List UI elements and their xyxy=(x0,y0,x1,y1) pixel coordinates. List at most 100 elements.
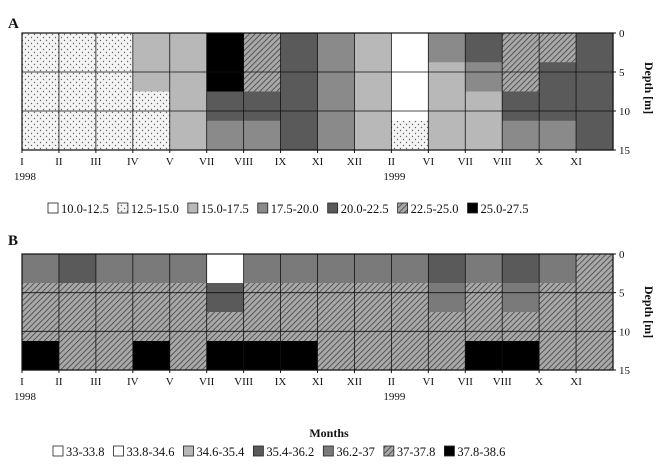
legend-label: 22.5-25.0 xyxy=(411,202,459,216)
depth-cell xyxy=(280,33,319,63)
depth-cell xyxy=(169,33,208,63)
depth-cell xyxy=(58,341,97,371)
x-tick-label: VIII xyxy=(493,156,512,168)
y-tick-label: 5 xyxy=(619,67,625,79)
legend-label: 17.5-20.0 xyxy=(271,202,319,216)
x-tick-label: III xyxy=(90,376,101,388)
legend-swatch xyxy=(257,202,269,214)
panel-a-ylabel: Depth [m] xyxy=(642,62,656,114)
x-tick-label: XII xyxy=(347,376,363,388)
legend-swatch xyxy=(467,202,478,214)
legend-swatch xyxy=(252,445,264,457)
depth-cell xyxy=(58,33,97,63)
x-tick-label: V xyxy=(166,156,174,168)
x-tick-label: IX xyxy=(275,376,287,388)
x-tick-label: II xyxy=(388,376,396,388)
depth-cell xyxy=(317,312,356,342)
x-tick-label: XI xyxy=(570,156,582,168)
depth-cell xyxy=(465,33,503,63)
depth-cell xyxy=(243,91,282,122)
depth-cell xyxy=(206,62,245,93)
depth-cell xyxy=(243,254,282,284)
depth-cell xyxy=(502,33,540,63)
year-label: 1998 xyxy=(14,391,37,403)
depth-cell xyxy=(539,62,577,93)
x-tick-label: IV xyxy=(127,376,139,388)
depth-cell xyxy=(95,33,134,63)
depth-cell xyxy=(576,62,614,93)
depth-cell xyxy=(280,312,319,342)
depth-cell xyxy=(169,254,208,284)
year-label: 1999 xyxy=(383,391,406,403)
depth-cell xyxy=(132,312,171,342)
depth-cell xyxy=(576,33,614,63)
legend-label: 37-37.8 xyxy=(397,445,436,459)
depth-cell xyxy=(502,283,540,313)
depth-cell xyxy=(391,283,429,313)
panel-a-grid xyxy=(21,32,614,151)
depth-cell xyxy=(428,341,466,371)
depth-cell xyxy=(465,91,503,122)
depth-cell xyxy=(354,283,392,313)
depth-cell xyxy=(502,254,540,284)
panel-a-legend: 10.0-12.5 12.5-15.0 15.0-17.5 17.5-20.0 20.0… xyxy=(47,202,528,216)
depth-cell xyxy=(22,91,60,122)
legend-swatch xyxy=(322,445,334,457)
depth-cell xyxy=(22,120,60,151)
depth-cell xyxy=(576,283,614,313)
x-tick-label: VIII xyxy=(234,156,253,168)
depth-cell xyxy=(465,312,503,342)
depth-cell xyxy=(391,341,429,371)
depth-cell xyxy=(58,254,97,284)
depth-cell xyxy=(280,120,319,151)
depth-cell xyxy=(391,312,429,342)
y-tick-label: 0 xyxy=(619,28,625,40)
depth-cell xyxy=(428,254,466,284)
x-tick-label: VII xyxy=(199,376,215,388)
depth-cell xyxy=(576,120,614,151)
depth-cell xyxy=(280,91,319,122)
depth-cell xyxy=(206,254,245,284)
x-tick-label: XI xyxy=(312,156,324,168)
legend-label: 10.0-12.5 xyxy=(61,202,109,216)
depth-cell xyxy=(317,254,356,284)
depth-cell xyxy=(132,341,171,371)
y-tick-label: 10 xyxy=(619,106,631,118)
x-tick-label: II xyxy=(55,376,63,388)
depth-cell xyxy=(576,312,614,342)
depth-cell xyxy=(391,33,429,63)
x-tick-label: XII xyxy=(347,156,363,168)
legend-swatch xyxy=(113,445,124,457)
depth-cell xyxy=(169,120,208,151)
legend-swatch xyxy=(444,445,455,457)
panel-b-grid xyxy=(21,253,614,371)
depth-cell xyxy=(539,33,577,63)
panel-b-legend: 33-33.8 33.8-34.6 34.6-35.4 35.4-36.2 36.2-3… xyxy=(52,445,505,459)
depth-cell xyxy=(391,120,429,151)
depth-cell xyxy=(465,62,503,93)
depth-cell xyxy=(206,91,245,122)
depth-cell xyxy=(22,341,60,371)
depth-cell xyxy=(243,120,282,151)
depth-cell xyxy=(317,120,356,151)
depth-cell xyxy=(280,62,319,93)
depth-cell xyxy=(280,283,319,313)
x-tick-label: VII xyxy=(458,376,474,388)
depth-cell xyxy=(132,62,171,93)
depth-cell xyxy=(22,33,60,63)
depth-cell xyxy=(317,283,356,313)
panel-b: B I II III IV V VII VIII IX XI XII II VI VII VIII X XI1… xyxy=(8,233,656,459)
depth-cell xyxy=(58,283,97,313)
depth-cell xyxy=(391,62,429,93)
depth-cell xyxy=(539,120,577,151)
depth-cell xyxy=(132,91,171,122)
panel-b-label: B xyxy=(8,233,18,249)
y-tick-label: 15 xyxy=(619,365,631,377)
y-tick-label: 10 xyxy=(619,326,631,338)
x-tick-label: II xyxy=(55,156,63,168)
legend-swatch xyxy=(52,445,64,457)
depth-cell xyxy=(243,62,282,93)
depth-cell xyxy=(391,91,429,122)
legend-label: 12.5-15.0 xyxy=(131,202,179,216)
